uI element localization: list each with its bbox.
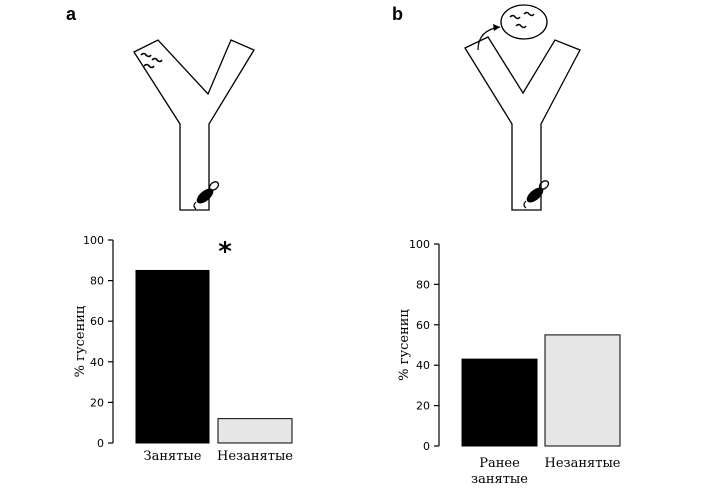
bar [135, 269, 210, 444]
chart-a: 0 20 40 60 80 100 % гусениц Занятые Незанятые * [73, 234, 293, 464]
y-maze-b [464, 36, 581, 211]
category-label: Незанятые [217, 449, 293, 464]
caterpillar-a-icon [193, 181, 220, 210]
bar [544, 334, 621, 447]
category-label: Ранее занятые [471, 456, 528, 487]
category-label: Занятые [144, 449, 202, 464]
category-label: Незанятые [545, 456, 621, 471]
y-axis-label: % гусениц [397, 309, 412, 381]
y-tick-label: 100 [409, 238, 430, 251]
y-axis-label: % гусениц [73, 306, 88, 378]
y-tick-label: 60 [416, 319, 430, 332]
y-tick-label: 0 [423, 440, 430, 453]
y-tick-label: 20 [90, 396, 104, 409]
y-tick-label: 0 [97, 437, 104, 450]
y-tick-label: 80 [90, 275, 104, 288]
odor-marks-a [140, 52, 163, 69]
y-tick-label: 20 [416, 400, 430, 413]
y-tick-label: 80 [416, 278, 430, 291]
panel-letter-a: a [66, 4, 77, 24]
y-maze-a [133, 39, 255, 211]
removal-arrow-b-icon [477, 24, 501, 51]
odor-bubble-b [500, 4, 548, 40]
y-tick-label: 40 [416, 359, 430, 372]
y-tick-label: 40 [90, 356, 104, 369]
y-tick-label: 60 [90, 315, 104, 328]
bar [461, 358, 538, 447]
caterpillar-b-icon [523, 180, 550, 209]
significance-marker: * [218, 237, 232, 267]
panel-letter-b: b [392, 4, 403, 24]
bar [217, 418, 293, 444]
chart-b: 0 20 40 60 80 100 % гусениц Ранее занятые Незанят… [397, 238, 621, 487]
y-tick-label: 100 [83, 234, 104, 247]
